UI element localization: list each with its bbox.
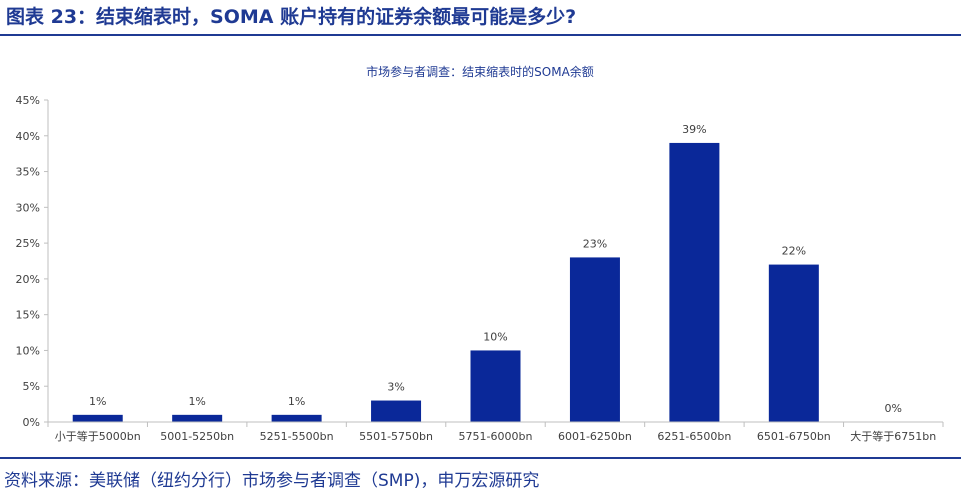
x-axis: 小于等于5000bn 5001-5250bn 5251-5500bn 5501-575… [47,421,944,443]
x-tick-label: 5751-6000bn [459,430,533,443]
data-label: 10% [483,330,507,343]
bars-group: 1% 1% 1% 3% 10% 23% 39% 22% 0% [72,123,902,422]
x-tick-label: 5001-5250bn [160,430,234,443]
x-tick-label: 大于等于6751bn [850,429,936,443]
chart-area: 市场参与者调查：结束缩表时的SOMA余额 0% 5% 10% 15% 20% 25% 30%… [0,40,961,456]
x-tick-label: 6001-6250bn [558,430,632,443]
y-tick-label: 20% [16,273,40,286]
bar-chart: 市场参与者调查：结束缩表时的SOMA余额 0% 5% 10% 15% 20% 25% 30%… [16,64,944,443]
data-label: 39% [682,123,706,136]
y-tick-label: 15% [16,309,40,322]
data-label: 1% [188,395,205,408]
y-tick-label: 40% [16,130,40,143]
figure-title: 图表 23：结束缩表时，SOMA 账户持有的证券余额最可能是多少? [6,6,577,28]
data-label: 3% [387,381,404,394]
bar [768,264,819,422]
x-tick-label: 5501-5750bn [359,430,433,443]
y-axis: 0% 5% 10% 15% 20% 25% 30% 35% 40% 45% [16,94,49,429]
data-label: 22% [782,245,806,258]
chart-title: 市场参与者调查：结束缩表时的SOMA余额 [366,64,594,79]
title-rule [0,34,961,36]
bar [371,400,422,422]
data-label: 1% [89,395,106,408]
bar [271,414,322,422]
x-tick-label: 小于等于5000bn [55,429,141,443]
bar [172,414,223,422]
y-tick-label: 35% [16,166,40,179]
y-tick-label: 5% [23,380,40,393]
x-tick-label: 5251-5500bn [260,430,334,443]
data-label: 0% [885,402,902,415]
bar [72,414,123,422]
bar [470,350,521,422]
source-note: 资料来源：美联储（纽约分行）市场参与者调查（SMP)，申万宏源研究 [4,471,540,491]
y-tick-label: 10% [16,344,40,357]
y-tick-label: 25% [16,237,40,250]
source-rule [0,457,961,459]
y-tick-label: 30% [16,201,40,214]
y-tick-label: 0% [23,416,40,429]
bar [569,257,620,422]
bar [669,142,720,422]
y-tick-label: 45% [16,94,40,107]
data-label: 23% [583,237,607,250]
x-tick-label: 6251-6500bn [657,430,731,443]
data-label: 1% [288,395,305,408]
x-tick-label: 6501-6750bn [757,430,831,443]
